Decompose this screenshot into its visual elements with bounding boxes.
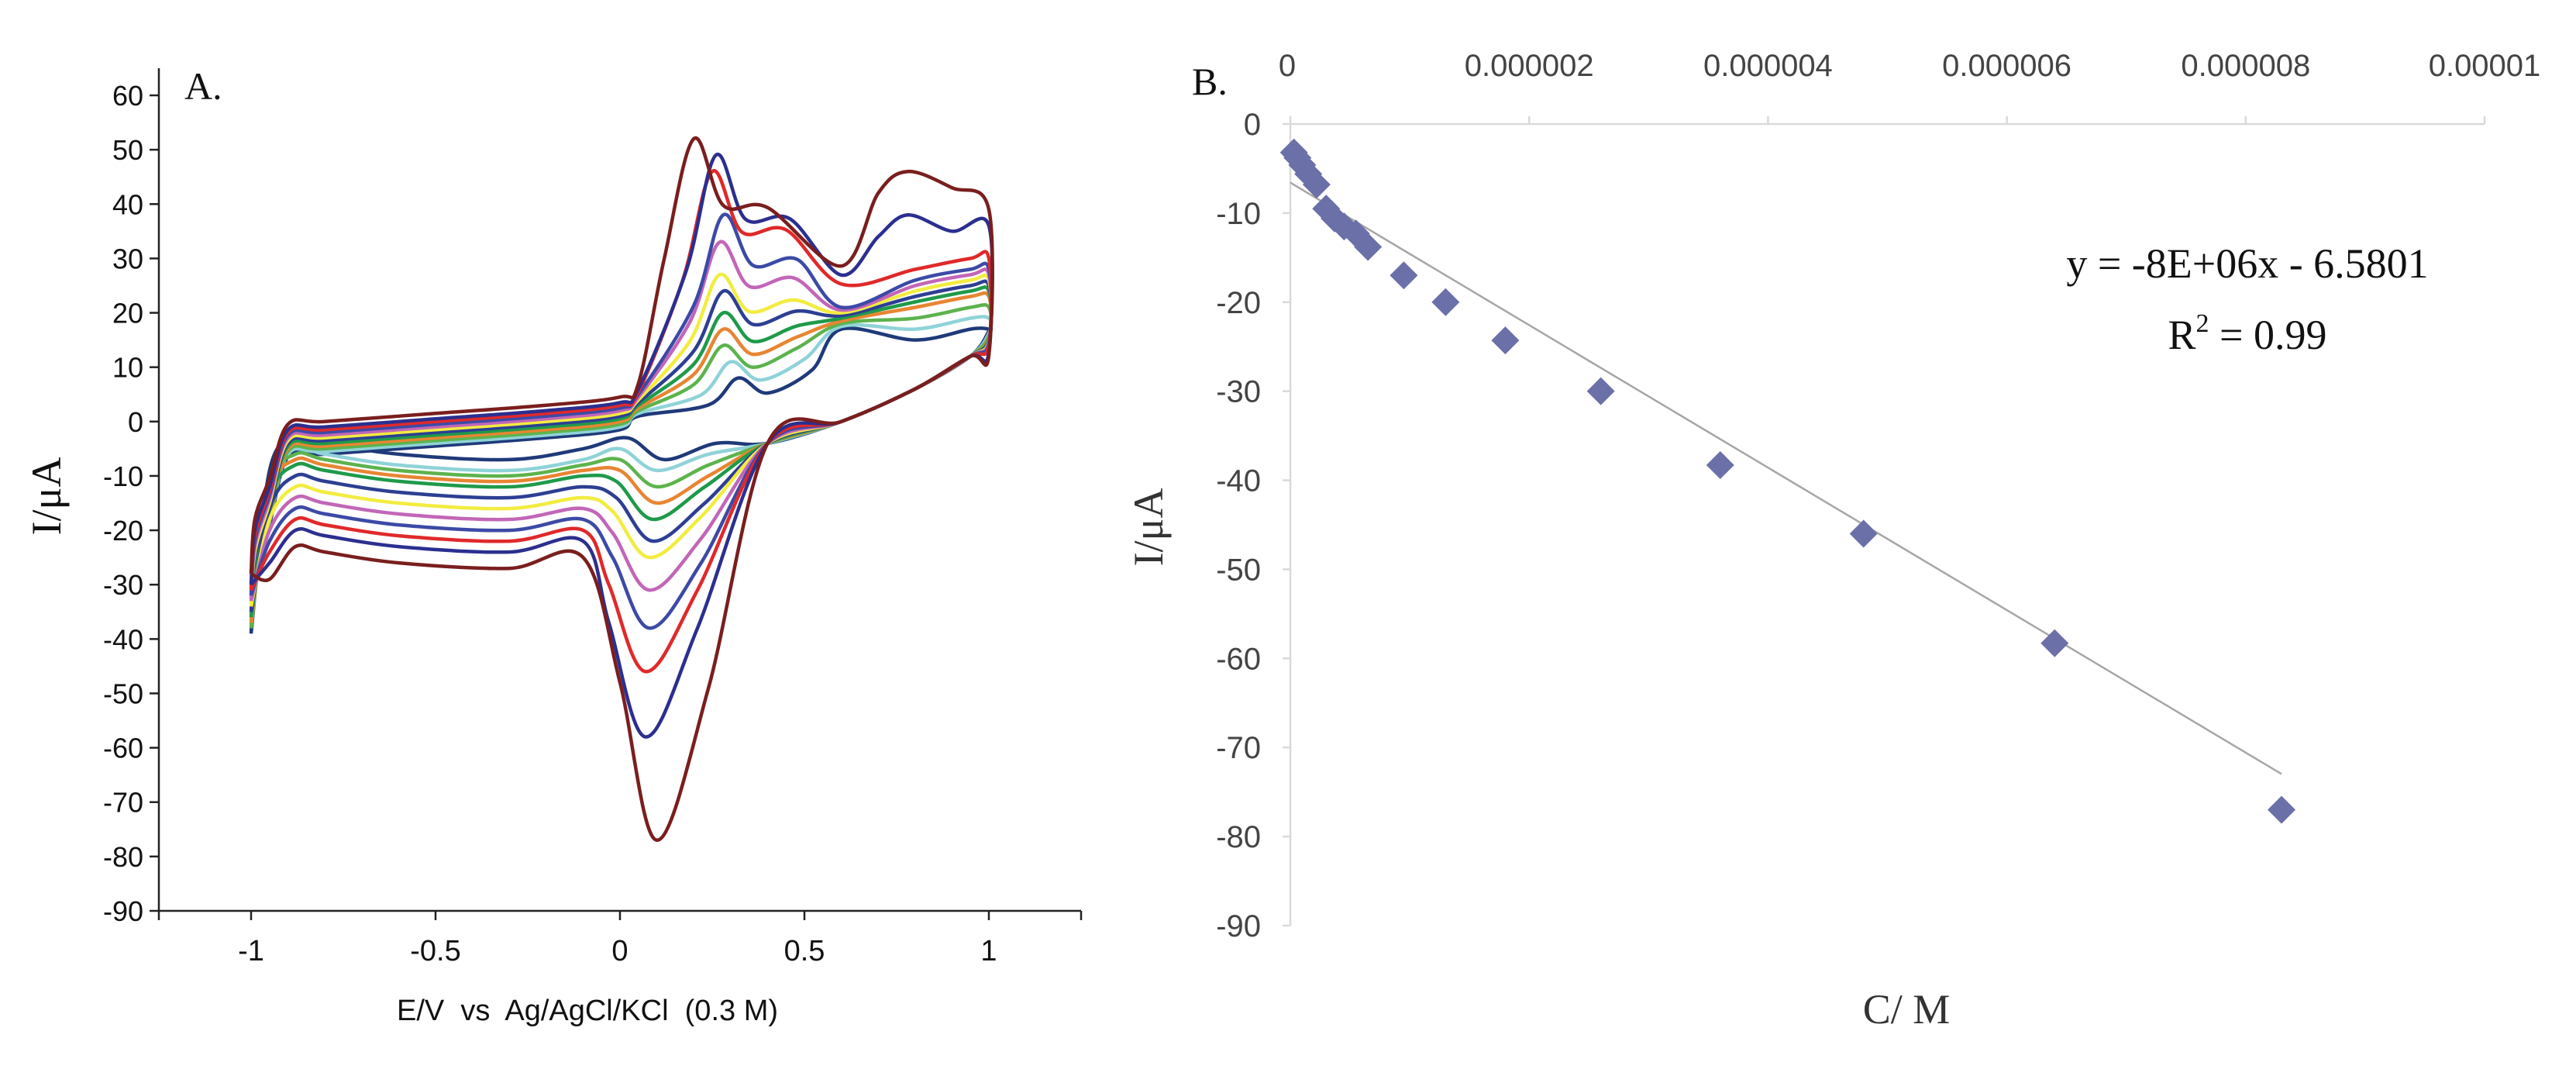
r-squared-value: = 0.99 (2209, 312, 2327, 358)
panel-a-y-tick-label: 60 (112, 80, 143, 112)
panel-a-y-tick-label: 40 (112, 188, 143, 220)
panel-a-x-tick-label: -1 (238, 935, 264, 967)
panel-a-x-tick-label: -0.5 (410, 935, 460, 967)
panel-a-y-tick-label: -50 (103, 678, 143, 709)
panel-a-y-axis-label: I/μA (23, 457, 70, 536)
panel-b-y-axis-label: I/μA (1125, 488, 1172, 567)
panel-a-x-tick-label: 1 (980, 935, 997, 967)
data-point (1390, 261, 1418, 290)
data-point (1431, 288, 1460, 316)
panel-a-x-tick-label: 0.5 (784, 935, 825, 967)
panel-a-y-tick-label: -70 (103, 787, 143, 819)
trendline (1290, 181, 2282, 775)
panel-a-y-tick-label: -90 (103, 895, 143, 927)
cv-curve-cv-4 (249, 212, 994, 630)
panel-a-x-axis-label: E/V vs Ag/AgCl/KCl (0.3 M) (397, 995, 778, 1027)
panel-b-y-tick-label: 0 (1244, 108, 1261, 142)
data-point (2040, 629, 2069, 657)
panel-a: A. 6050403020100-10-20-30-40-50-60-70-80… (23, 64, 1083, 1027)
r-squared-superscript: 2 (2196, 309, 2209, 338)
panel-b-y-tick-label: -20 (1216, 286, 1261, 320)
data-point (1849, 519, 1878, 548)
cv-curve-cv-7 (249, 279, 994, 612)
panel-b-y-tick-label: -70 (1216, 731, 1261, 765)
panel-b-y-tick-label: -30 (1216, 375, 1261, 409)
panel-a-y-tick-label: -60 (103, 733, 143, 764)
data-point (1706, 451, 1734, 480)
panel-b-x-tick-label: 0.000006 (1942, 49, 2071, 83)
cv-curve-cv-11 (249, 315, 994, 629)
panel-a-y-tick-label: 30 (112, 243, 143, 274)
panel-b-y-tick-label: -60 (1216, 642, 1261, 676)
panel-b-x-tick-label: 0.000004 (1703, 49, 1833, 83)
r-squared-symbol: R (2168, 312, 2196, 358)
panel-b-x-tick-label: 0.000002 (1465, 49, 1594, 83)
panel-b-x-tick-label: 0.000008 (2181, 49, 2310, 83)
panel-b-x-axis-label: C/ M (1863, 986, 1951, 1033)
panel-b-x-tick-label: 0.00001 (2429, 49, 2541, 83)
data-point (1302, 171, 1331, 199)
panel-b-y-tick-label: -80 (1216, 820, 1261, 854)
panel-a-y-tick-label: -80 (103, 841, 143, 873)
panel-b-label: B. (1192, 60, 1228, 103)
data-point (1491, 326, 1520, 355)
panel-a-y-tick-label: 10 (112, 352, 143, 384)
panel-a-y-tick-label: 0 (128, 406, 143, 438)
panel-a-label: A. (184, 64, 222, 108)
panel-a-y-tick-label: -40 (103, 623, 143, 655)
panel-a-y-tick-label: -30 (103, 569, 143, 601)
panel-b-y-tick-label: -10 (1216, 197, 1261, 231)
panel-b-y-tick-label: -50 (1216, 553, 1261, 587)
cv-curve-cv-5 (249, 240, 994, 602)
panel-b: B. 0 -10 -20 -30 -40 -50 -60 -70 -80 -90 0 0.00000… (1125, 49, 2540, 1033)
data-point (1354, 233, 1383, 261)
panel-b-y-tick-label: -90 (1216, 909, 1261, 943)
trendline-r-squared: R2 = 0.99 (2168, 309, 2327, 358)
cv-curve-cv-2 (249, 153, 994, 739)
cv-curve-cv-8 (249, 285, 994, 618)
panel-a-y-tick-label: -20 (103, 515, 143, 547)
panel-a-y-tick-label: -10 (103, 460, 143, 492)
panel-b-x-tick-label: 0 (1279, 49, 1296, 83)
panel-a-y-tick-label: 20 (112, 298, 143, 329)
cv-curve-cv-10 (249, 302, 994, 629)
data-point (1586, 377, 1615, 405)
data-point (2268, 795, 2296, 824)
trendline-equation: y = -8E+06x - 6.5801 (2066, 240, 2428, 287)
panel-a-y-tick-label: 50 (112, 134, 143, 166)
cv-curve-cv-6 (249, 272, 994, 607)
panel-a-x-tick-label: 0 (611, 935, 628, 967)
panel-b-y-tick-label: -40 (1216, 464, 1261, 498)
cv-curve-cv-3 (249, 169, 994, 674)
cv-curve-cv-1 (249, 136, 994, 843)
cv-curve-cv-9 (249, 291, 994, 623)
cv-curve-cv-12 (249, 326, 994, 634)
